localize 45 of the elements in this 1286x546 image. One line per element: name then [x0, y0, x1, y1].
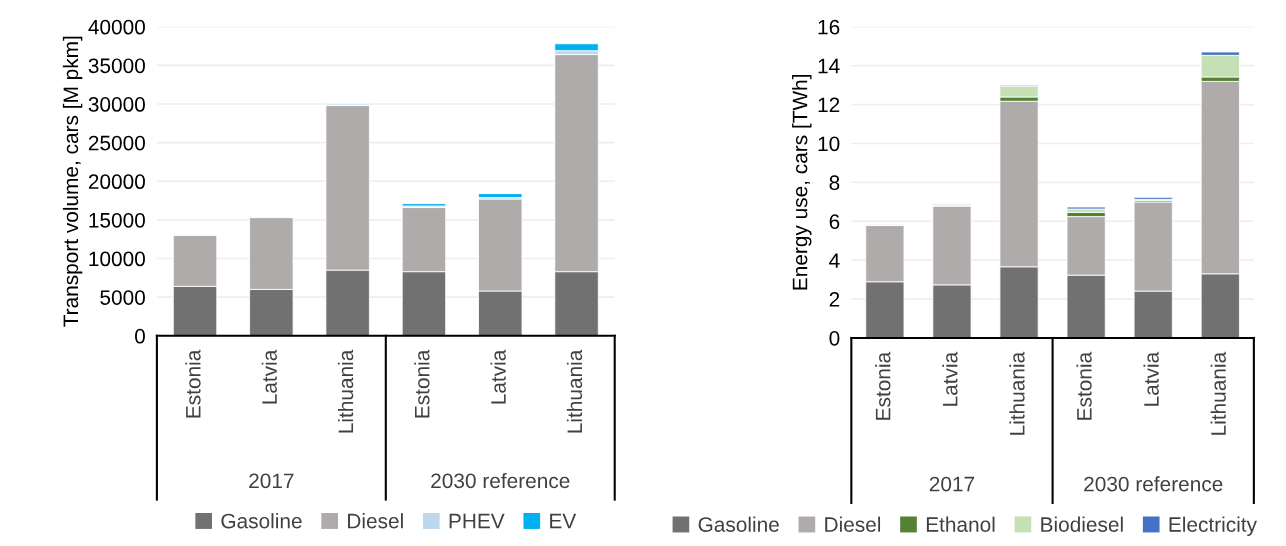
y-tick-label: 14 — [818, 58, 840, 74]
y-tick-label: 15000 — [89, 212, 145, 228]
x-tick-label: Latvia — [261, 349, 277, 404]
text: 2030 reference — [1084, 476, 1223, 492]
x-tick-label: Lithuania — [337, 349, 354, 433]
legend-label: Ethanol — [926, 516, 995, 532]
y-tick-label: 16 — [818, 19, 840, 35]
y-tick-label: 6 — [829, 214, 840, 230]
x-tick-label: Lithuania — [1009, 351, 1025, 435]
legend-label: Biodiesel — [1041, 516, 1123, 532]
x-tick-label: Latvia — [490, 349, 506, 404]
y-tick-label: 0 — [135, 328, 145, 344]
y-tick-label: 0 — [829, 330, 840, 346]
y-tick-label: 2 — [829, 292, 840, 307]
x-tick-label: Lithuania — [566, 349, 583, 433]
text: 2017 — [929, 476, 975, 492]
legend-label: Gasoline — [698, 516, 779, 532]
y-tick-label: 8 — [829, 175, 840, 191]
legend-label: PHEV — [449, 513, 505, 529]
y-tick-label: 20000 — [88, 174, 145, 190]
text: 2030 reference — [431, 472, 570, 489]
y-axis-title: Energy use, cars [TWh] — [792, 75, 812, 290]
x-tick-label: Latvia — [1143, 351, 1159, 406]
x-tick-label: Estonia — [875, 351, 891, 420]
legend-label: Electricity — [1169, 516, 1257, 537]
y-tick-label: 4 — [829, 253, 840, 268]
y-tick-label: 25000 — [88, 135, 145, 151]
legend-label: Gasoline — [221, 513, 302, 529]
legend-label: Diesel — [348, 513, 403, 529]
x-tick-label: Latvia — [942, 351, 958, 406]
y-tick-label: 10 — [818, 136, 840, 152]
y-axis-title: Transport volume, cars [M pkm] — [62, 36, 83, 327]
y-tick-label: 12 — [818, 97, 840, 113]
legend-label: EV — [550, 513, 577, 529]
x-tick-label: Estonia — [414, 349, 430, 418]
legend-label: Diesel — [825, 516, 881, 532]
y-tick-label: 10000 — [89, 251, 145, 267]
x-tick-label: Lithuania — [1210, 351, 1226, 435]
text: 2017 — [249, 473, 294, 489]
y-tick-label: 40000 — [88, 19, 145, 35]
y-tick-label: 5000 — [100, 290, 145, 305]
x-tick-label: Estonia — [185, 349, 201, 418]
y-tick-label: 35000 — [88, 58, 145, 74]
x-tick-label: Estonia — [1076, 351, 1092, 420]
y-tick-label: 30000 — [88, 97, 145, 112]
